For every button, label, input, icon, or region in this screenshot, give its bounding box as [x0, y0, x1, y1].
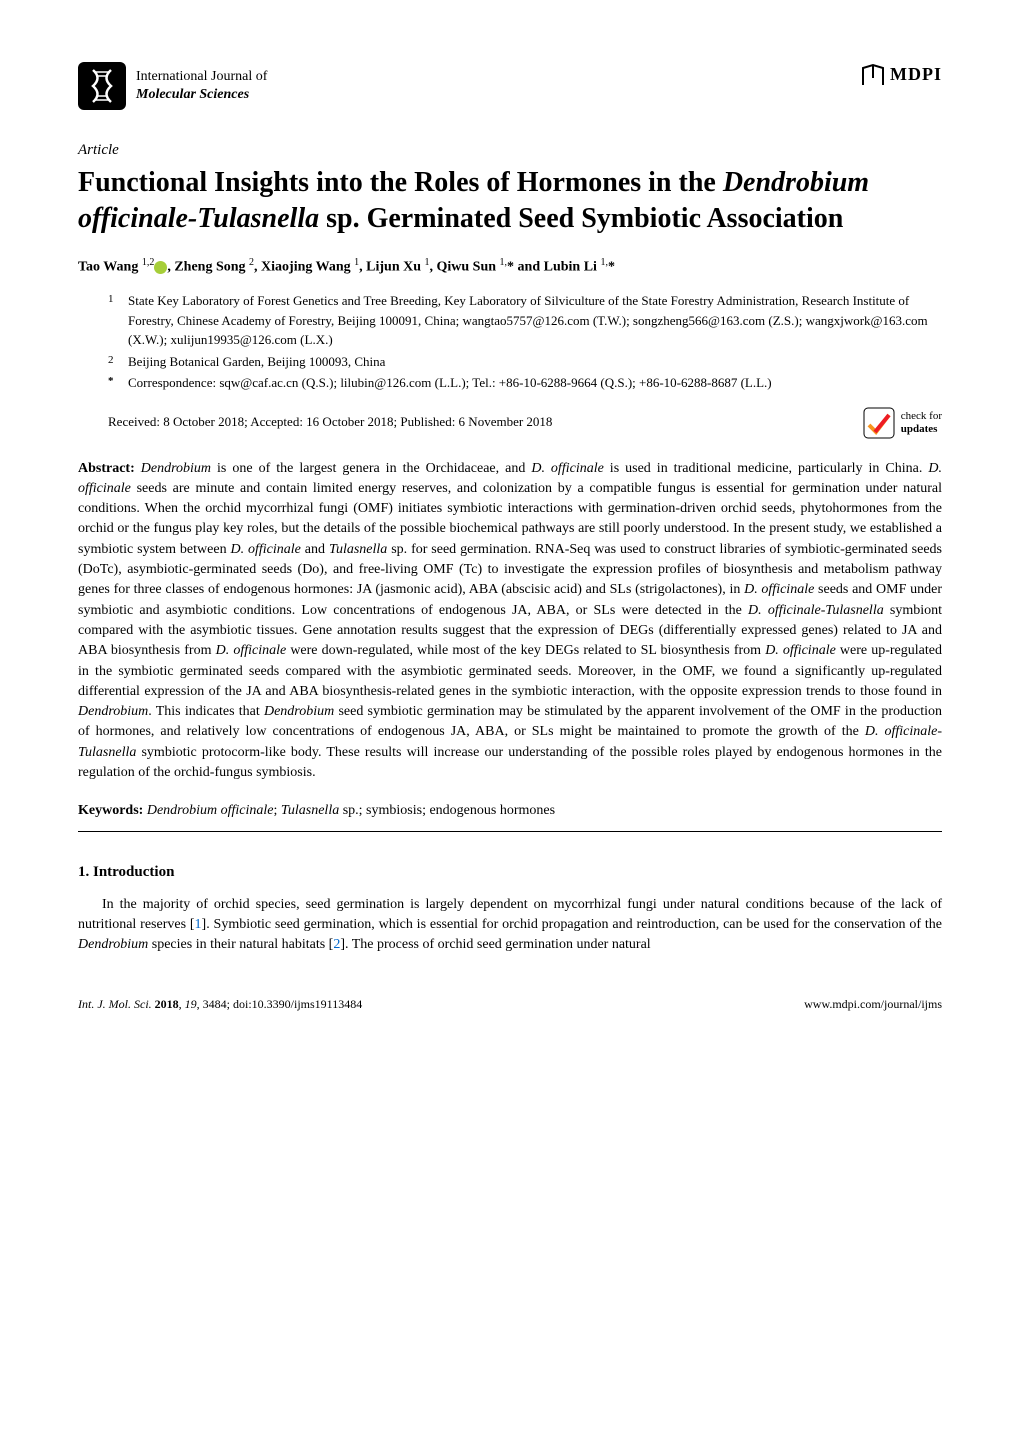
- abstract-body: Dendrobium is one of the largest genera …: [78, 461, 942, 780]
- check-updates-icon: [863, 407, 895, 439]
- affiliation-1: 1 State Key Laboratory of Forest Genetic…: [108, 291, 942, 350]
- header-row: International Journal of Molecular Scien…: [78, 62, 942, 110]
- article-title: Functional Insights into the Roles of Ho…: [78, 165, 942, 238]
- author-6: and Lubin Li: [514, 259, 600, 274]
- affiliations-block: 1 State Key Laboratory of Forest Genetic…: [108, 291, 942, 393]
- check-updates-line1: check for: [901, 410, 942, 422]
- check-updates-text: check for updates: [901, 410, 942, 434]
- author-3: , Xiaojing Wang: [254, 259, 354, 274]
- footer-journal: Int. J. Mol. Sci.: [78, 997, 155, 1011]
- dates-text: Received: 8 October 2018; Accepted: 16 O…: [108, 413, 552, 431]
- journal-name-line1: International Journal of: [136, 68, 267, 86]
- keywords-sep1: ;: [273, 803, 280, 818]
- dna-icon: [78, 62, 126, 110]
- intro-para-1: In the majority of orchid species, seed …: [78, 895, 942, 956]
- affiliation-1-text: State Key Laboratory of Forest Genetics …: [128, 291, 942, 350]
- check-updates-badge[interactable]: check for updates: [863, 407, 942, 439]
- title-part1: Functional Insights into the Roles of Ho…: [78, 167, 723, 198]
- footer-right: www.mdpi.com/journal/ijms: [804, 996, 942, 1013]
- publisher-logo: MDPI: [860, 62, 942, 88]
- journal-name: International Journal of Molecular Scien…: [136, 68, 267, 104]
- author-4: , Lijun Xu: [359, 259, 424, 274]
- abstract: Abstract: Dendrobium is one of the large…: [78, 459, 942, 784]
- footer-year: 2018: [155, 997, 179, 1011]
- affiliation-1-num: 1: [108, 291, 128, 350]
- author-5-star: *: [507, 259, 514, 274]
- section-divider: [78, 831, 942, 832]
- check-updates-line2: updates: [901, 423, 942, 435]
- publisher-name: MDPI: [890, 62, 942, 87]
- mdpi-icon: [860, 62, 886, 88]
- footer-vol: , 19: [179, 997, 197, 1011]
- keywords: Keywords: Dendrobium officinale; Tulasne…: [78, 801, 942, 821]
- keywords-label: Keywords:: [78, 803, 147, 818]
- footer-rest: , 3484; doi:10.3390/ijms19113484: [197, 997, 363, 1011]
- authors-line: Tao Wang 1,2, Zheng Song 2, Xiaojing Wan…: [78, 256, 942, 277]
- affiliation-2-text: Beijing Botanical Garden, Beijing 100093…: [128, 352, 942, 372]
- author-1-sup: 1,2: [142, 257, 155, 268]
- author-1: Tao Wang: [78, 259, 142, 274]
- author-5-sup: 1,: [500, 257, 508, 268]
- author-2: , Zheng Song: [167, 259, 249, 274]
- title-part2: sp. Germinated Seed Symbiotic Associatio…: [319, 203, 843, 234]
- correspondence-mark: *: [108, 373, 128, 393]
- keyword-2-suffix: sp.; symbiosis; endogenous hormones: [339, 803, 555, 818]
- keyword-1: Dendrobium officinale: [147, 803, 274, 818]
- intro-body: In the majority of orchid species, seed …: [78, 897, 942, 953]
- dates-row: Received: 8 October 2018; Accepted: 16 O…: [108, 407, 942, 439]
- author-5: , Qiwu Sun: [430, 259, 500, 274]
- footer-left: Int. J. Mol. Sci. 2018, 19, 3484; doi:10…: [78, 996, 362, 1013]
- author-6-star: *: [608, 259, 615, 274]
- author-6-sup: 1,: [600, 257, 608, 268]
- article-type: Article: [78, 140, 942, 161]
- footer-row: Int. J. Mol. Sci. 2018, 19, 3484; doi:10…: [78, 996, 942, 1013]
- journal-name-line2: Molecular Sciences: [136, 86, 267, 104]
- affiliation-2: 2 Beijing Botanical Garden, Beijing 1000…: [108, 352, 942, 372]
- keyword-2: Tulasnella: [281, 803, 339, 818]
- abstract-label: Abstract:: [78, 461, 141, 476]
- correspondence: * Correspondence: sqw@caf.ac.cn (Q.S.); …: [108, 373, 942, 393]
- affiliation-2-num: 2: [108, 352, 128, 372]
- section-1-heading: 1. Introduction: [78, 862, 942, 883]
- journal-logo: International Journal of Molecular Scien…: [78, 62, 267, 110]
- orcid-icon: [154, 261, 167, 274]
- correspondence-text: Correspondence: sqw@caf.ac.cn (Q.S.); li…: [128, 373, 942, 393]
